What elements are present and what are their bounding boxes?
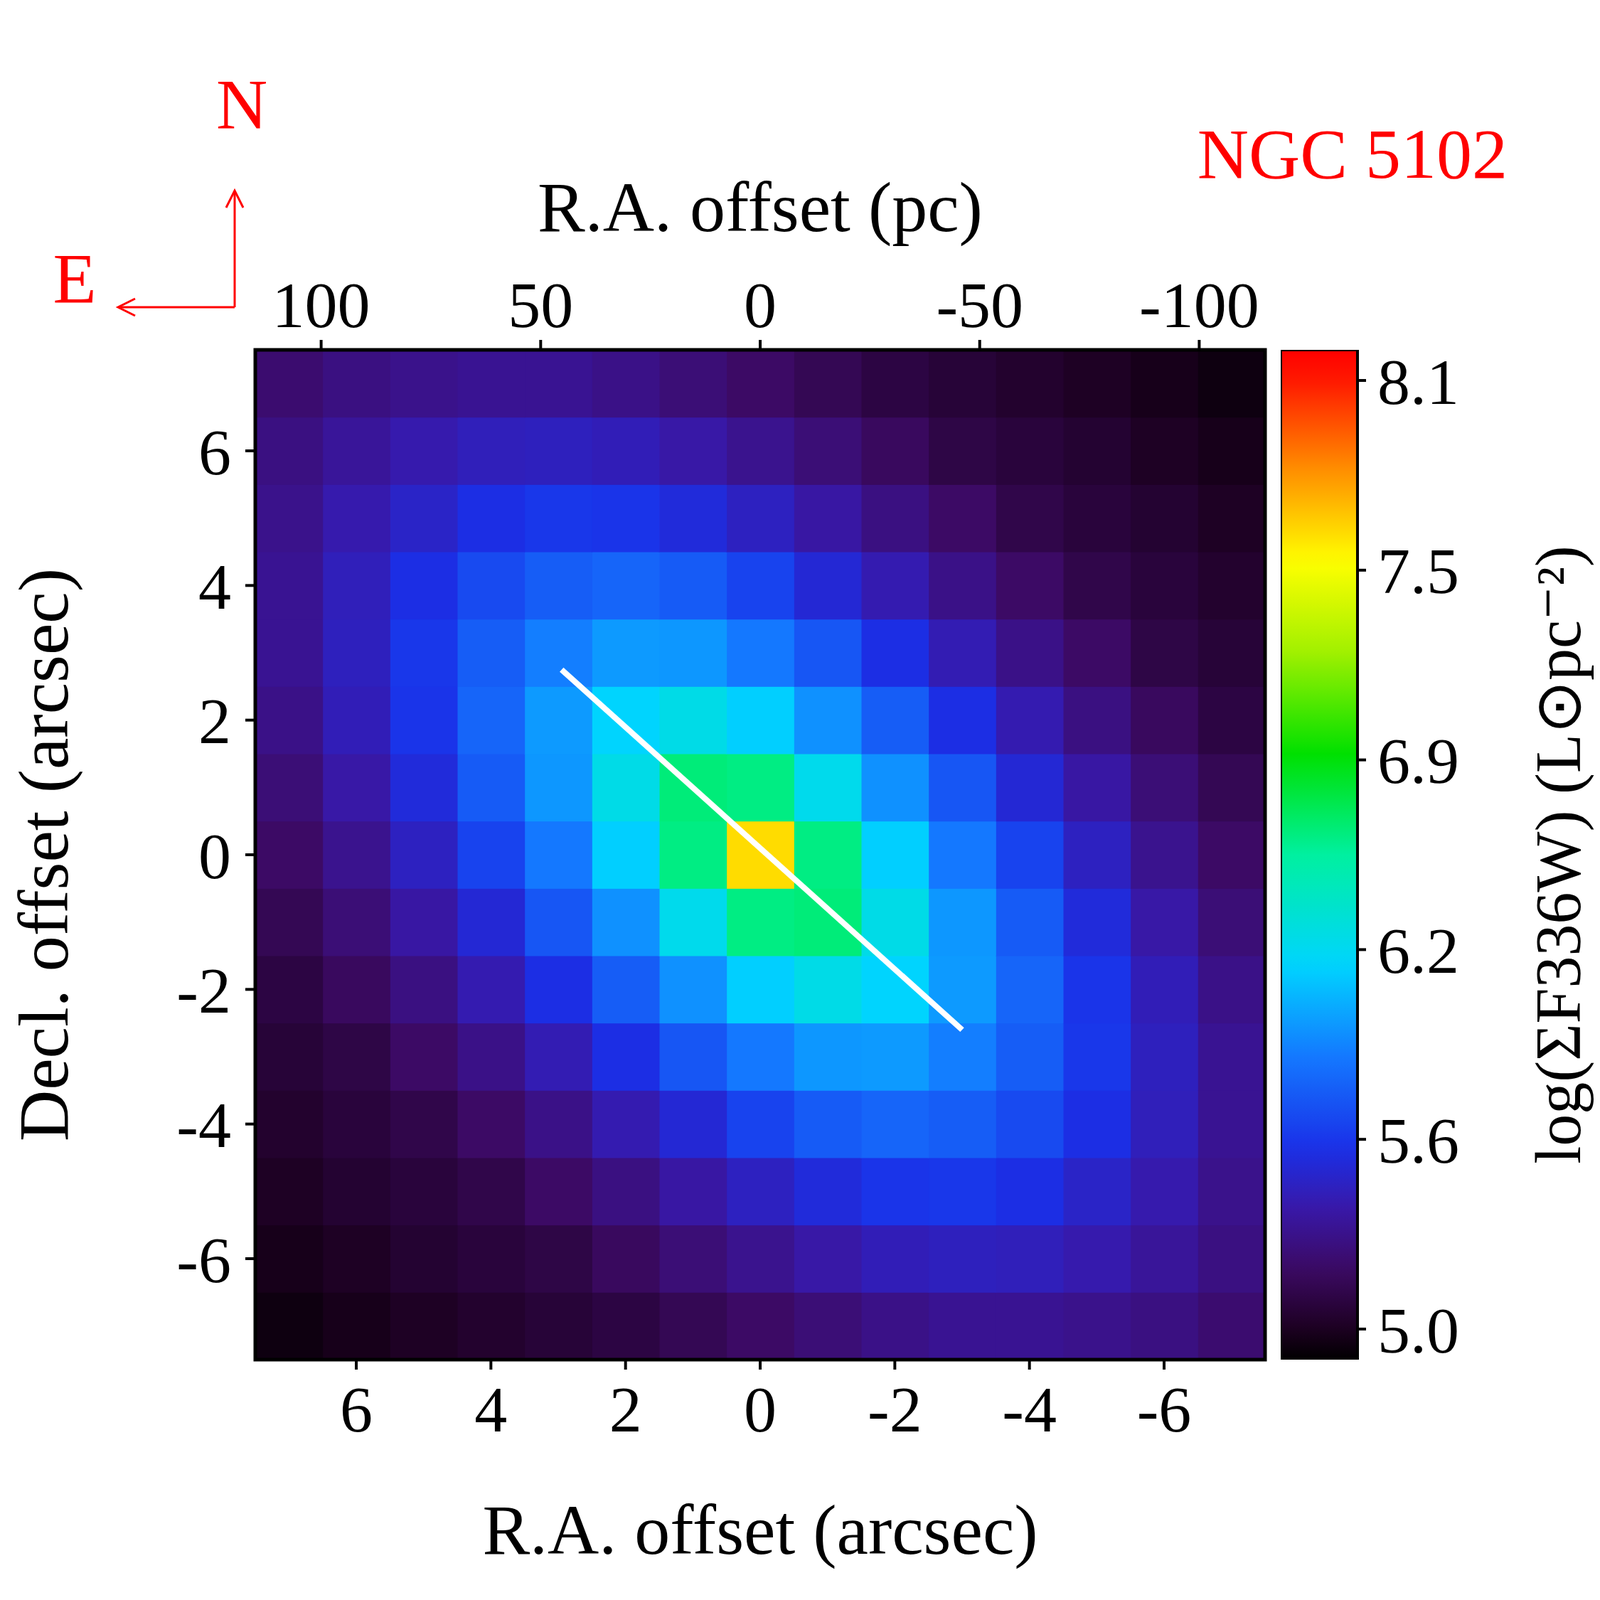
svg-text:0: 0 [743, 268, 777, 342]
svg-text:-6: -6 [1137, 1373, 1192, 1446]
svg-text:-6: -6 [176, 1223, 232, 1297]
svg-text:4: 4 [198, 550, 232, 623]
svg-text:6.9: 6.9 [1377, 724, 1460, 798]
svg-text:5.0: 5.0 [1377, 1294, 1460, 1367]
svg-text:4: 4 [474, 1373, 508, 1446]
svg-text:-2: -2 [176, 954, 232, 1027]
svg-text:log(ΣF336W) (L⊙pc⁻²): log(ΣF336W) (L⊙pc⁻²) [1523, 545, 1595, 1165]
svg-text:6.2: 6.2 [1377, 914, 1460, 988]
svg-text:100: 100 [272, 268, 371, 342]
svg-text:8.1: 8.1 [1377, 345, 1460, 419]
svg-text:50: 50 [507, 268, 574, 342]
svg-text:R.A. offset (arcsec): R.A. offset (arcsec) [482, 1490, 1038, 1570]
svg-text:Decl. offset (arcsec): Decl. offset (arcsec) [4, 568, 84, 1142]
svg-text:-2: -2 [867, 1373, 923, 1446]
svg-text:-4: -4 [176, 1088, 232, 1162]
svg-text:-100: -100 [1139, 268, 1260, 342]
svg-text:R.A. offset (pc): R.A. offset (pc) [537, 167, 983, 247]
svg-text:2: 2 [609, 1373, 643, 1446]
svg-text:7.5: 7.5 [1377, 534, 1460, 608]
svg-text:-4: -4 [1001, 1373, 1057, 1446]
svg-text:N: N [216, 64, 268, 144]
svg-text:0: 0 [198, 819, 232, 893]
svg-text:E: E [52, 238, 96, 318]
svg-text:6: 6 [198, 416, 232, 489]
svg-text:6: 6 [339, 1373, 373, 1446]
svg-text:NGC 5102: NGC 5102 [1197, 114, 1508, 194]
svg-text:-50: -50 [935, 268, 1024, 342]
svg-text:0: 0 [743, 1373, 777, 1446]
svg-text:5.6: 5.6 [1377, 1104, 1460, 1177]
svg-text:2: 2 [198, 684, 232, 758]
